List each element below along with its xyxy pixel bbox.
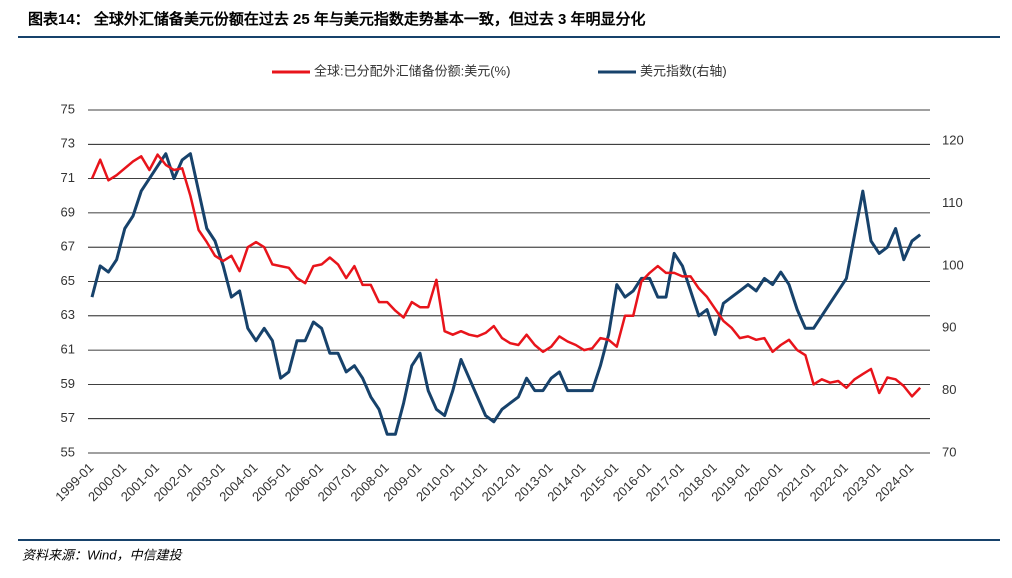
y2-tick-label: 80 xyxy=(942,382,956,397)
y-tick-label: 75 xyxy=(61,101,75,116)
y2-tick-label: 100 xyxy=(942,257,964,272)
legend-label: 全球:已分配外汇储备份额:美元(%) xyxy=(314,63,510,78)
y-tick-label: 69 xyxy=(61,204,75,219)
y-tick-label: 61 xyxy=(61,342,75,357)
y2-tick-label: 90 xyxy=(942,320,956,335)
y-tick-label: 63 xyxy=(61,307,75,322)
y-tick-label: 55 xyxy=(61,444,75,459)
y-tick-label: 59 xyxy=(61,376,75,391)
y-tick-label: 71 xyxy=(61,170,75,185)
y-tick-label: 57 xyxy=(61,410,75,425)
y-tick-label: 65 xyxy=(61,273,75,288)
y-tick-label: 73 xyxy=(61,136,75,151)
series-line xyxy=(90,153,922,398)
chart-title: 图表14： 全球外汇储备美元份额在过去 25 年与美元指数走势基本一致，但过去 … xyxy=(28,10,646,28)
y2-tick-label: 70 xyxy=(942,444,956,459)
series-line xyxy=(90,152,922,436)
legend-label: 美元指数(右轴) xyxy=(640,63,727,78)
source: 资料来源：Wind，中信建投 xyxy=(22,547,183,562)
y-tick-label: 67 xyxy=(61,239,75,254)
y2-tick-label: 120 xyxy=(942,133,964,148)
y2-tick-label: 110 xyxy=(942,195,963,210)
